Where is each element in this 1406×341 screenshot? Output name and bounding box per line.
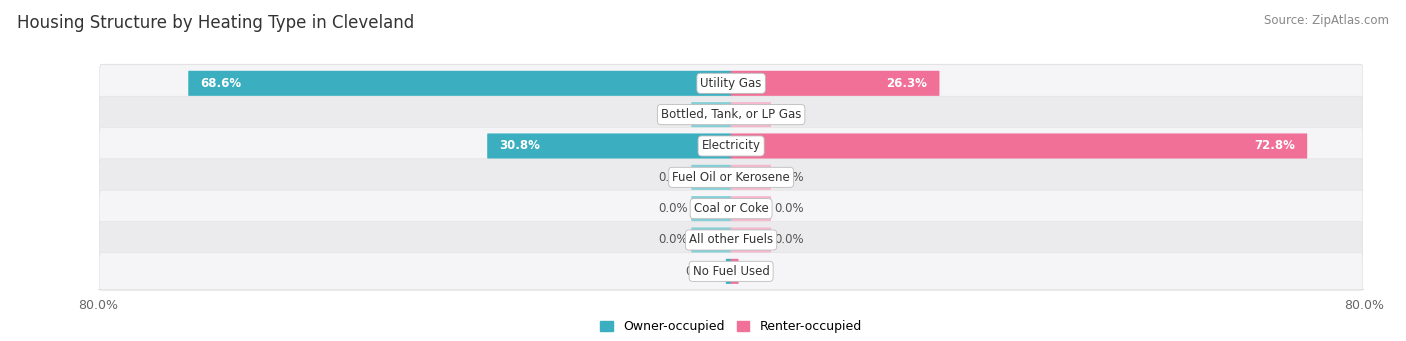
FancyBboxPatch shape: [100, 189, 1362, 228]
FancyBboxPatch shape: [488, 133, 731, 159]
Text: Housing Structure by Heating Type in Cleveland: Housing Structure by Heating Type in Cle…: [17, 14, 415, 32]
Text: 0.0%: 0.0%: [658, 202, 688, 215]
FancyBboxPatch shape: [100, 96, 1362, 133]
Text: 0.9%: 0.9%: [742, 265, 772, 278]
Text: 0.0%: 0.0%: [775, 171, 804, 184]
FancyBboxPatch shape: [731, 227, 770, 253]
Text: 0.0%: 0.0%: [775, 108, 804, 121]
FancyBboxPatch shape: [731, 71, 939, 96]
FancyBboxPatch shape: [100, 252, 1362, 291]
FancyBboxPatch shape: [731, 133, 1308, 159]
FancyBboxPatch shape: [100, 128, 1362, 164]
Text: Bottled, Tank, or LP Gas: Bottled, Tank, or LP Gas: [661, 108, 801, 121]
FancyBboxPatch shape: [731, 165, 770, 190]
Text: Coal or Coke: Coal or Coke: [693, 202, 769, 215]
FancyBboxPatch shape: [731, 102, 770, 127]
FancyBboxPatch shape: [100, 221, 1362, 260]
Text: All other Fuels: All other Fuels: [689, 234, 773, 247]
FancyBboxPatch shape: [100, 253, 1362, 290]
FancyBboxPatch shape: [100, 64, 1362, 103]
FancyBboxPatch shape: [100, 222, 1362, 258]
Text: 0.0%: 0.0%: [775, 202, 804, 215]
Legend: Owner-occupied, Renter-occupied: Owner-occupied, Renter-occupied: [596, 315, 866, 338]
FancyBboxPatch shape: [100, 158, 1362, 197]
Text: 0.0%: 0.0%: [658, 108, 688, 121]
FancyBboxPatch shape: [188, 71, 731, 96]
Text: Electricity: Electricity: [702, 139, 761, 152]
FancyBboxPatch shape: [731, 196, 770, 221]
FancyBboxPatch shape: [692, 165, 731, 190]
Text: 30.8%: 30.8%: [499, 139, 540, 152]
Text: 0.0%: 0.0%: [658, 171, 688, 184]
Text: 68.6%: 68.6%: [201, 77, 242, 90]
Text: 0.0%: 0.0%: [775, 234, 804, 247]
FancyBboxPatch shape: [100, 127, 1362, 165]
FancyBboxPatch shape: [692, 227, 731, 253]
Text: Source: ZipAtlas.com: Source: ZipAtlas.com: [1264, 14, 1389, 27]
FancyBboxPatch shape: [100, 65, 1362, 102]
FancyBboxPatch shape: [100, 95, 1362, 134]
Text: 26.3%: 26.3%: [886, 77, 927, 90]
Text: Utility Gas: Utility Gas: [700, 77, 762, 90]
Text: 0.63%: 0.63%: [685, 265, 723, 278]
FancyBboxPatch shape: [100, 190, 1362, 227]
Text: Fuel Oil or Kerosene: Fuel Oil or Kerosene: [672, 171, 790, 184]
FancyBboxPatch shape: [692, 196, 731, 221]
Text: 0.0%: 0.0%: [658, 234, 688, 247]
Text: 72.8%: 72.8%: [1254, 139, 1295, 152]
FancyBboxPatch shape: [692, 102, 731, 127]
FancyBboxPatch shape: [100, 159, 1362, 196]
FancyBboxPatch shape: [725, 259, 731, 284]
Text: No Fuel Used: No Fuel Used: [693, 265, 769, 278]
FancyBboxPatch shape: [731, 259, 738, 284]
